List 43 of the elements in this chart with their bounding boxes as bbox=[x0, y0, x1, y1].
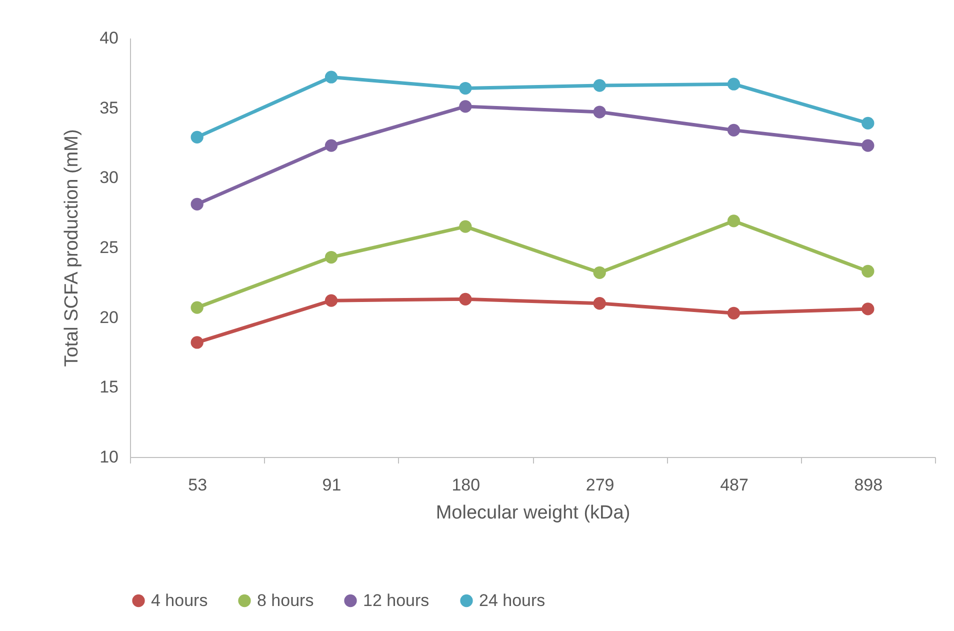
x-tick-label: 180 bbox=[452, 476, 480, 494]
x-tick-label: 279 bbox=[586, 476, 614, 494]
y-tick-label: 40 bbox=[100, 28, 118, 48]
point bbox=[727, 306, 740, 320]
legend-label: 8 hours bbox=[257, 590, 314, 610]
point bbox=[324, 294, 338, 307]
point bbox=[190, 336, 204, 349]
point bbox=[593, 79, 606, 92]
legend-label: 24 hours bbox=[479, 590, 546, 610]
y-tick-label: 35 bbox=[100, 98, 118, 118]
point bbox=[593, 106, 606, 118]
point bbox=[459, 220, 472, 233]
y-tick-label: 10 bbox=[100, 448, 118, 466]
legend-label: 12 hours bbox=[363, 590, 430, 610]
point bbox=[324, 139, 338, 152]
point bbox=[862, 302, 874, 316]
point bbox=[324, 250, 338, 264]
point bbox=[459, 292, 472, 306]
point bbox=[862, 116, 874, 130]
x-tick-label: 898 bbox=[854, 476, 883, 494]
point bbox=[593, 266, 606, 279]
y-tick-label: 25 bbox=[100, 238, 118, 257]
y-tick-label: 15 bbox=[100, 378, 118, 397]
x-tick-label: 53 bbox=[188, 476, 208, 494]
point bbox=[190, 301, 204, 314]
point bbox=[459, 100, 472, 113]
x-tick-label: 487 bbox=[720, 476, 748, 494]
point bbox=[190, 198, 204, 211]
point bbox=[459, 82, 472, 95]
point bbox=[190, 130, 204, 144]
legend-label: 4 hours bbox=[151, 590, 208, 610]
point bbox=[324, 70, 338, 84]
x-axis-title: Molecular weight (kDa) bbox=[436, 502, 630, 524]
point bbox=[727, 78, 740, 90]
y-tick-label: 20 bbox=[100, 308, 118, 327]
point bbox=[862, 139, 874, 152]
x-tick-label: 91 bbox=[322, 476, 342, 494]
point bbox=[862, 264, 874, 278]
point bbox=[727, 214, 740, 228]
y-tick-label: 30 bbox=[100, 168, 118, 188]
point bbox=[727, 124, 740, 136]
y-axis-title: Total SCFA production (mM) bbox=[62, 129, 83, 367]
point bbox=[593, 297, 606, 310]
